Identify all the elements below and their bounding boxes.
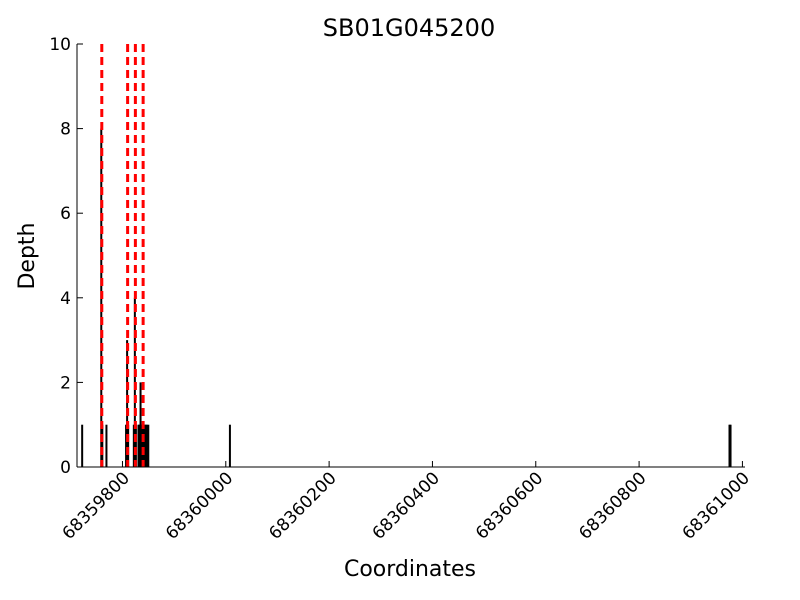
y-tick-label-5: 10 — [49, 35, 71, 55]
y-tick-label-1: 2 — [60, 373, 71, 393]
chart-title: SB01G045200 — [323, 14, 495, 42]
marker-lines — [100, 44, 145, 467]
y-tick-label-3: 6 — [60, 204, 71, 224]
depth-bars — [81, 128, 732, 467]
x-tick-label-3: 68360400 — [369, 468, 444, 543]
x-axis-label: Coordinates — [344, 557, 476, 582]
y-tick-label-4: 8 — [60, 120, 71, 140]
x-axis-ticks: 68359800 68360000 68360200 68360400 68360600… — [59, 461, 754, 544]
x-tick-label-5: 68360800 — [575, 468, 650, 543]
y-axis-label: Depth — [15, 222, 40, 289]
x-tick-label-4: 68360600 — [472, 468, 547, 543]
y-tick-label-2: 4 — [60, 289, 71, 309]
y-axis-ticks: 0 2 4 6 8 10 — [49, 35, 83, 478]
x-tick-label-2: 68360200 — [265, 468, 340, 543]
y-tick-label-0: 0 — [60, 458, 71, 478]
x-tick-label-6: 68361000 — [679, 468, 754, 543]
x-tick-label-1: 68360000 — [162, 468, 237, 543]
x-tick-label-0: 68359800 — [59, 468, 134, 543]
